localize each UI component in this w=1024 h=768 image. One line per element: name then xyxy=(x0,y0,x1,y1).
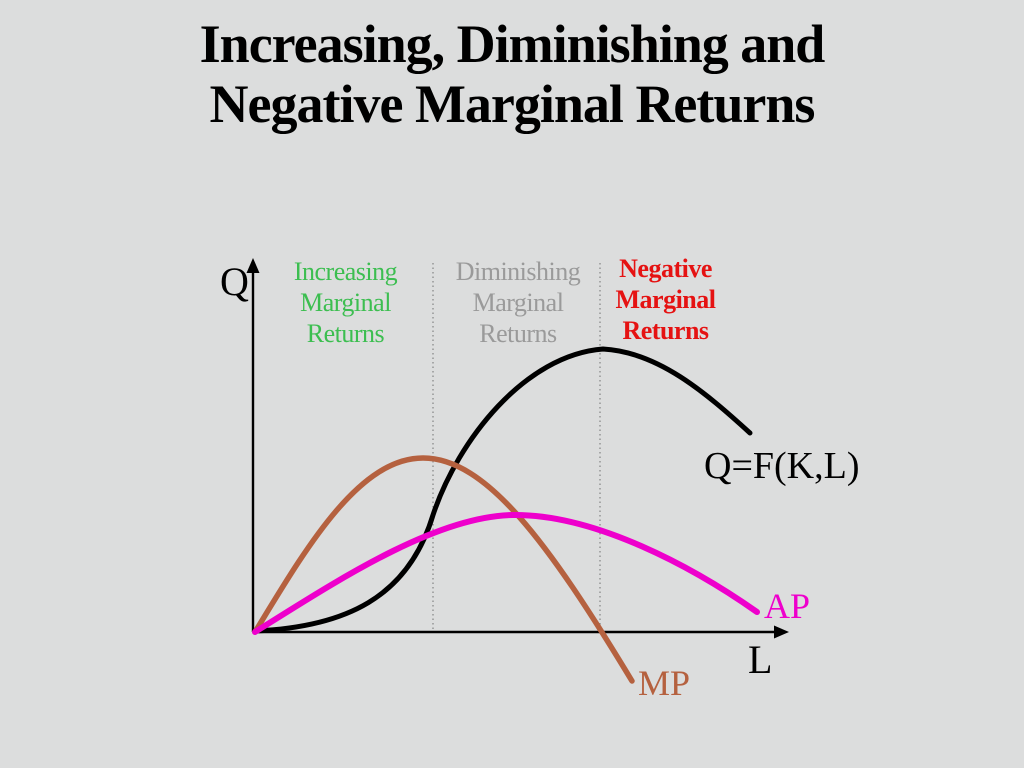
slide-title: Increasing, Diminishing and Negative Mar… xyxy=(0,14,1024,134)
y-axis-label: Q xyxy=(220,259,249,304)
total-product-curve xyxy=(252,346,753,634)
slide-title-line2: Negative Marginal Returns xyxy=(209,74,816,134)
x-axis-arrowhead-icon xyxy=(774,625,789,639)
y-axis-arrowhead-icon xyxy=(246,258,260,273)
marginal-product-curve xyxy=(252,455,635,684)
average-product-curve xyxy=(252,511,760,635)
region-label-diminishing-marginal-returns: Diminishing Marginal Returns xyxy=(455,257,581,348)
total-product-curve-label: Q=F(K,L) xyxy=(704,445,860,487)
x-axis-label: L xyxy=(748,637,773,682)
region-label-negative-marginal-returns: Negative Marginal Returns xyxy=(615,254,717,345)
average-product-curve-label: AP xyxy=(764,586,811,626)
slide-title-line1: Increasing, Diminishing and xyxy=(199,14,826,74)
region-label-increasing-marginal-returns: Increasing Marginal Returns xyxy=(293,257,398,348)
marginal-product-curve-label: MP xyxy=(638,663,691,703)
